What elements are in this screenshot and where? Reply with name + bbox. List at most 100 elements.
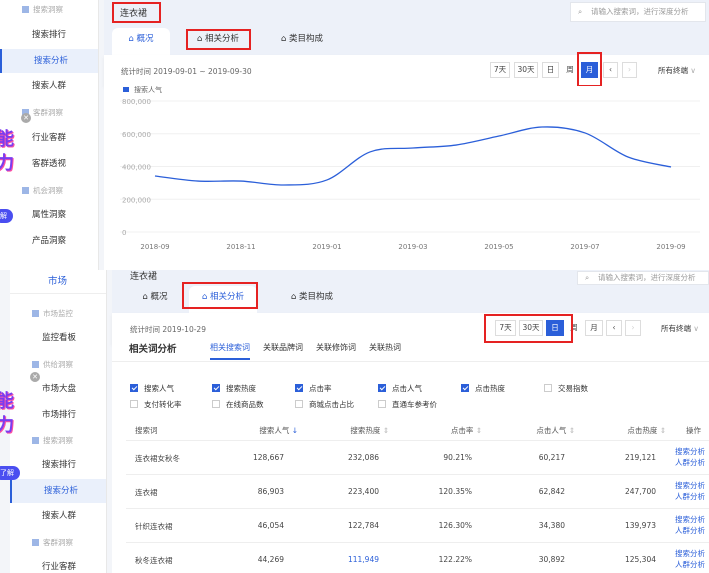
sort-desc-icon[interactable]: ↓ bbox=[289, 426, 298, 435]
search-input[interactable]: ⌕ 请输入搜索词，进行深度分析 bbox=[570, 2, 706, 22]
search-analysis-link[interactable]: 搜索分析 bbox=[675, 515, 705, 524]
range-week-button[interactable]: 周 bbox=[562, 62, 578, 78]
y-tick-label: 400,000 bbox=[122, 164, 151, 172]
range-7d-button[interactable]: 7天 bbox=[490, 62, 510, 78]
column-header[interactable]: 点击热度 ⇕ bbox=[627, 426, 666, 435]
sidebar-item[interactable]: 搜索人群 bbox=[42, 511, 77, 522]
tab-category[interactable]: ⌂ 类目构成 bbox=[280, 34, 324, 44]
metric-checkbox[interactable]: 点击热度 bbox=[461, 383, 505, 394]
checkbox-icon[interactable] bbox=[212, 384, 220, 392]
sort-icon[interactable]: ⇕ bbox=[657, 426, 666, 435]
chart-area bbox=[104, 86, 709, 270]
sidebar-item[interactable]: 监控看板 bbox=[42, 333, 77, 344]
range-month-button[interactable]: 月 bbox=[581, 62, 598, 78]
y-tick-label: 800,000 bbox=[122, 98, 151, 106]
metric-checkbox[interactable]: 搜索人气 bbox=[130, 383, 174, 394]
range-month-button[interactable]: 月 bbox=[585, 320, 603, 336]
checkbox-icon[interactable] bbox=[378, 384, 386, 392]
column-header[interactable]: 搜索人气 ↓ bbox=[259, 426, 298, 435]
sidebar-item[interactable]: 属性洞察 bbox=[32, 210, 67, 221]
crowd-analysis-link[interactable]: 人群分析 bbox=[675, 526, 705, 535]
range-day-button[interactable]: 日 bbox=[542, 62, 559, 78]
sidebar-item[interactable]: 市场大盘 bbox=[42, 384, 77, 395]
sidebar-section: 客群洞察 bbox=[0, 107, 98, 118]
metric-checkbox[interactable]: 交易指数 bbox=[544, 383, 588, 394]
metric-checkbox[interactable]: 点击率 bbox=[295, 383, 332, 394]
subtab-hot[interactable]: 关联热词 bbox=[369, 343, 401, 352]
tab-related-analysis[interactable]: ⌂ 相关分析 bbox=[196, 34, 240, 44]
next-button[interactable]: › bbox=[625, 320, 641, 336]
search-input[interactable]: ⌕ 请输入搜索词，进行深度分析 bbox=[577, 271, 709, 285]
table-cell: 86,903 bbox=[257, 487, 284, 496]
sidebar-item[interactable]: 行业客群 bbox=[42, 562, 77, 572]
promo-button[interactable]: 解 bbox=[0, 209, 13, 223]
column-header[interactable]: 点击率 ⇕ bbox=[450, 426, 482, 435]
sort-icon[interactable]: ⇕ bbox=[380, 426, 389, 435]
metric-checkbox[interactable]: 直通车参考价 bbox=[378, 399, 437, 410]
range-week-button[interactable]: 周 bbox=[567, 320, 581, 336]
range-day-button[interactable]: 日 bbox=[546, 320, 564, 336]
subtab-related-search[interactable]: 相关搜索词 bbox=[210, 342, 250, 360]
sidebar-top-market[interactable]: 市场 bbox=[10, 270, 106, 294]
next-button[interactable]: › bbox=[622, 62, 637, 78]
sidebar-item[interactable]: 搜索分析 bbox=[0, 48, 98, 73]
close-icon[interactable]: ✕ bbox=[21, 113, 31, 123]
column-header[interactable]: 搜索热度 ⇕ bbox=[350, 426, 389, 435]
sidebar-item[interactable]: 产品洞察 bbox=[32, 236, 67, 247]
range-30d-button[interactable]: 30天 bbox=[519, 320, 543, 336]
crowd-analysis-link[interactable]: 人群分析 bbox=[675, 492, 705, 501]
metric-checkbox[interactable]: 商城点击占比 bbox=[295, 399, 354, 410]
metric-checkbox[interactable]: 点击人气 bbox=[378, 383, 422, 394]
sidebar-item[interactable]: 市场排行 bbox=[42, 409, 77, 420]
x-tick-label: 2019-03 bbox=[398, 243, 427, 251]
table-row: 连衣裙女秋冬 128,667 232,086 90.21% 60,217 219,121 搜… bbox=[126, 440, 709, 474]
checkbox-icon[interactable] bbox=[295, 384, 303, 392]
sidebar-item[interactable]: 搜索分析 bbox=[10, 478, 106, 503]
subtab-brand[interactable]: 关联品牌词 bbox=[263, 343, 303, 352]
metric-checkbox[interactable]: 搜索热度 bbox=[212, 383, 256, 394]
checkbox-icon[interactable] bbox=[378, 400, 386, 408]
search-analysis-link[interactable]: 搜索分析 bbox=[675, 549, 705, 558]
sidebar: 搜索洞察 搜索排行 搜索分析 搜索人群 客群洞察 行业客群 客群透视 机会洞察 属性洞察 产品洞察 bbox=[0, 0, 99, 270]
search-analysis-link[interactable]: 搜索分析 bbox=[675, 447, 705, 456]
crowd-analysis-link[interactable]: 人群分析 bbox=[675, 458, 705, 467]
metric-checkbox[interactable]: 支付转化率 bbox=[130, 399, 182, 410]
bag-icon: ⌂ bbox=[142, 292, 151, 302]
close-icon[interactable]: ✕ bbox=[30, 372, 40, 382]
column-header[interactable]: 点击人气 ⇕ bbox=[536, 426, 575, 435]
terminal-select[interactable]: 所有终端 ∨ bbox=[661, 324, 699, 333]
tab-category[interactable]: ⌂ 类目构成 bbox=[290, 292, 334, 302]
row-actions: 搜索分析 人群分析 bbox=[675, 446, 705, 468]
checkbox-icon[interactable] bbox=[544, 384, 552, 392]
sidebar-item[interactable]: 搜索排行 bbox=[42, 460, 77, 471]
range-30d-button[interactable]: 30天 bbox=[514, 62, 538, 78]
checkbox-icon[interactable] bbox=[130, 400, 138, 408]
chart-icon bbox=[22, 186, 29, 194]
sort-icon[interactable]: ⇕ bbox=[473, 426, 482, 435]
promo-button[interactable]: 了解 bbox=[0, 466, 20, 480]
highlight-box bbox=[186, 29, 251, 50]
metric-checkbox[interactable]: 在线商品数 bbox=[212, 399, 264, 410]
prev-button[interactable]: ‹ bbox=[606, 320, 622, 336]
chevron-down-icon: ∨ bbox=[690, 66, 696, 75]
sort-icon[interactable]: ⇕ bbox=[566, 426, 575, 435]
tab-overview[interactable]: ⌂ 概况 bbox=[112, 28, 170, 55]
sidebar-item[interactable]: 客群透视 bbox=[32, 158, 67, 169]
terminal-select[interactable]: 所有终端 ∨ bbox=[658, 66, 696, 75]
crowd-analysis-link[interactable]: 人群分析 bbox=[675, 560, 705, 569]
checkbox-icon[interactable] bbox=[295, 400, 303, 408]
sidebar-item[interactable]: 搜索人群 bbox=[32, 81, 67, 92]
sidebar-section: 客群洞察 bbox=[10, 537, 106, 548]
table-cell: 44,269 bbox=[257, 555, 284, 564]
checkbox-icon[interactable] bbox=[130, 384, 138, 392]
tab-overview[interactable]: ⌂ 概况 bbox=[142, 292, 168, 302]
range-7d-button[interactable]: 7天 bbox=[495, 320, 516, 336]
search-analysis-link[interactable]: 搜索分析 bbox=[675, 481, 705, 490]
checkbox-icon[interactable] bbox=[212, 400, 220, 408]
prev-button[interactable]: ‹ bbox=[603, 62, 618, 78]
sidebar-item[interactable]: 搜索排行 bbox=[32, 29, 67, 40]
sidebar-item[interactable]: 行业客群 bbox=[32, 133, 67, 143]
subtab-modifier[interactable]: 关联修饰词 bbox=[316, 343, 356, 352]
checkbox-icon[interactable] bbox=[461, 384, 469, 392]
sidebar-section: 机会洞察 bbox=[0, 185, 98, 196]
